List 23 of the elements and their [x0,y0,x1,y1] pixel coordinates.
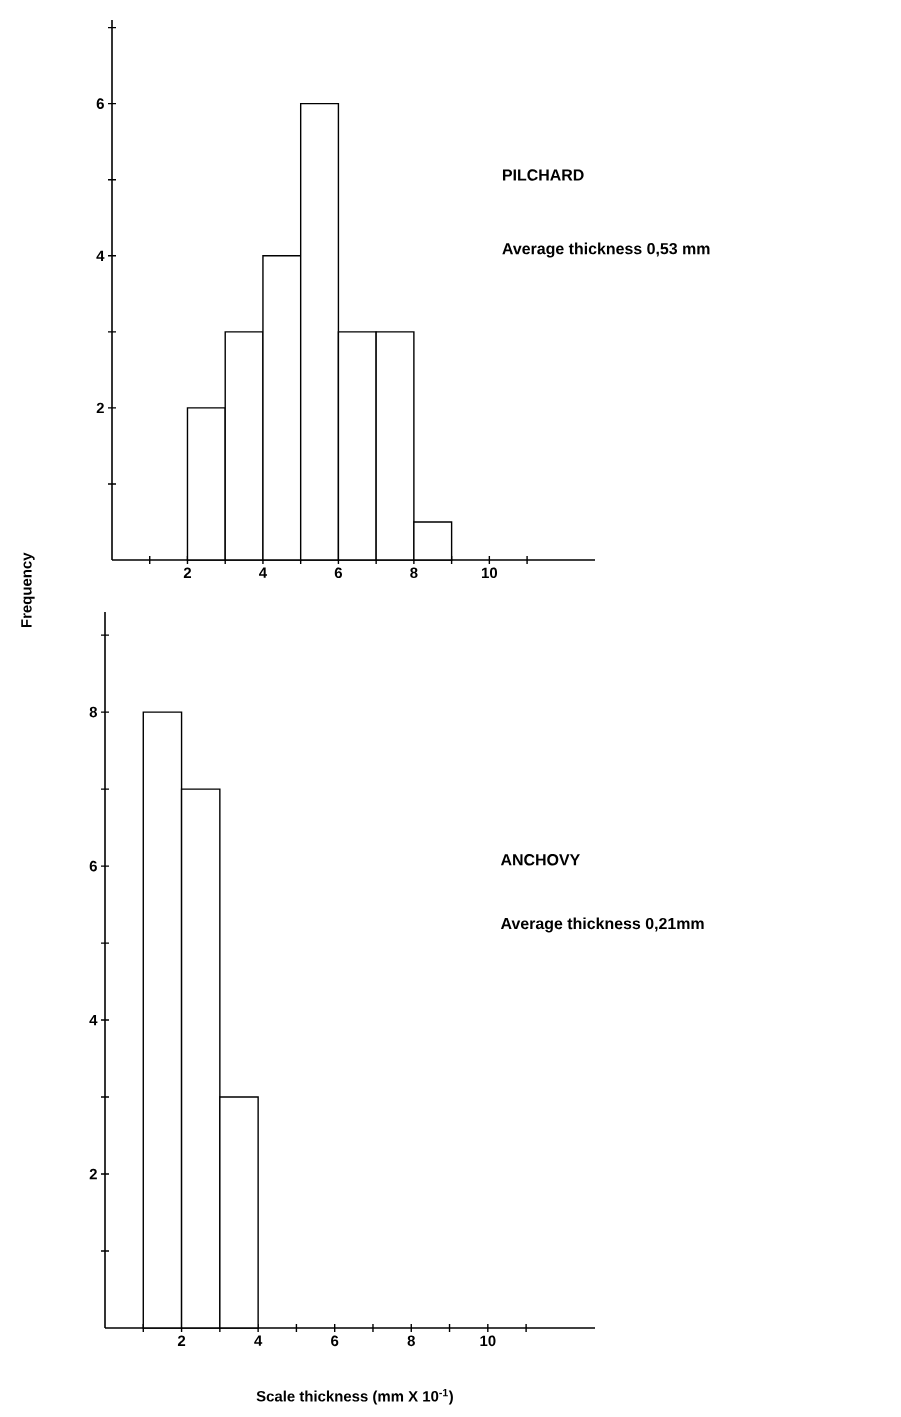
x-tick-label: 10 [481,567,498,579]
y-tick-label: 2 [89,1168,97,1180]
x-axis-title: Scale thickness (mm X 10$^{-1}$) [256,1389,453,1405]
y-tick-label: 6 [96,98,104,109]
annotation: Average thickness 0,53 mm [502,242,710,258]
y-tick-label: 8 [89,706,98,718]
x-tick-label: 6 [331,1335,339,1347]
x-tick-label: 4 [254,1335,263,1346]
x-tick-label: 2 [183,567,192,578]
x-tick-label: 8 [407,1335,415,1347]
y-tick-label: 6 [89,860,97,872]
y-axis-title: Frequency [21,552,35,628]
x-tick-label: 4 [259,567,268,578]
x-tick-label: 6 [334,567,343,579]
y-tick-label: 2 [96,402,104,414]
y-tick-label: 4 [89,1014,98,1026]
annotation: ANCHOVY [500,854,580,866]
x-tick-label: 8 [410,567,418,579]
annotation: PILCHARD [503,169,584,181]
annotation: Average thickness 0,21mm [500,917,704,933]
x-tick-label: 10 [480,1335,496,1347]
x-tick-label: 2 [177,1335,186,1346]
y-tick-label: 4 [96,250,105,261]
